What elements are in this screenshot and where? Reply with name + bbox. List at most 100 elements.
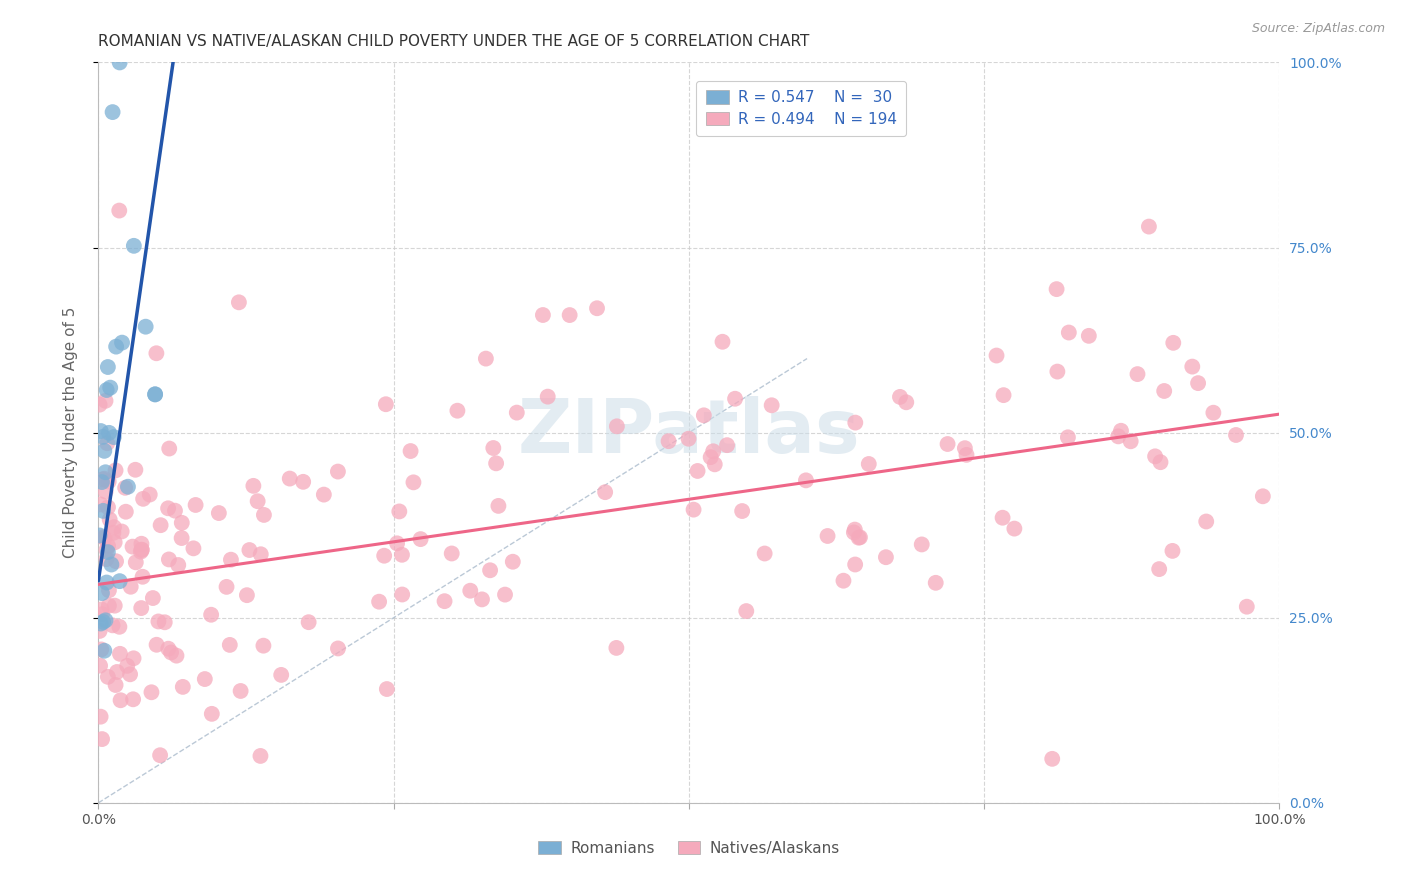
Point <box>96 436 118 450</box>
Point <box>716 438 738 452</box>
Point <box>108 55 131 70</box>
Point <box>605 640 627 655</box>
Point <box>145 638 167 652</box>
Point <box>145 346 167 360</box>
Point <box>114 481 136 495</box>
Point <box>105 665 128 679</box>
Point <box>373 549 395 563</box>
Point <box>108 647 131 661</box>
Point <box>90 424 112 438</box>
Point <box>194 672 217 686</box>
Text: Source: ZipAtlas.com: Source: ZipAtlas.com <box>1251 22 1385 36</box>
Point <box>97 475 120 489</box>
Point <box>1144 450 1167 464</box>
Point <box>502 555 524 569</box>
Point <box>693 409 716 423</box>
Point <box>157 442 180 456</box>
Point <box>131 542 153 557</box>
Point <box>844 558 866 572</box>
Point <box>252 639 274 653</box>
Point <box>374 397 396 411</box>
Point <box>111 524 134 539</box>
Point <box>1002 522 1025 536</box>
Point <box>91 615 114 629</box>
Point <box>108 574 131 589</box>
Point <box>1057 326 1080 340</box>
Legend: Romanians, Natives/Alaskans: Romanians, Natives/Alaskans <box>531 835 846 862</box>
Point <box>658 434 681 449</box>
Text: ROMANIAN VS NATIVE/ALASKAN CHILD POVERTY UNDER THE AGE OF 5 CORRELATION CHART: ROMANIAN VS NATIVE/ALASKAN CHILD POVERTY… <box>98 34 810 49</box>
Point <box>149 748 172 763</box>
Point <box>90 602 112 616</box>
Point <box>686 464 709 478</box>
Point <box>103 520 125 534</box>
Point <box>1251 489 1274 503</box>
Point <box>94 393 117 408</box>
Point <box>479 563 502 577</box>
Point <box>993 388 1015 402</box>
Point <box>90 642 112 657</box>
Point <box>125 555 148 569</box>
Point <box>278 472 301 486</box>
Point <box>485 456 508 470</box>
Point <box>702 444 724 458</box>
Point <box>201 706 224 721</box>
Point <box>105 554 128 568</box>
Point <box>986 349 1008 363</box>
Point <box>458 583 481 598</box>
Point <box>200 607 222 622</box>
Point <box>97 539 120 553</box>
Point <box>104 463 127 477</box>
Point <box>97 583 120 598</box>
Point <box>131 570 153 584</box>
Point <box>482 441 505 455</box>
Point <box>711 334 734 349</box>
Point <box>101 618 124 632</box>
Point <box>703 458 725 472</box>
Point <box>103 525 125 540</box>
Point <box>953 441 976 455</box>
Point <box>148 615 170 629</box>
Point <box>368 595 391 609</box>
Point <box>98 425 121 440</box>
Point <box>1236 599 1258 614</box>
Point <box>1181 359 1204 374</box>
Point <box>409 532 432 546</box>
Point <box>93 443 115 458</box>
Point <box>925 575 948 590</box>
Point <box>844 523 866 537</box>
Point <box>228 295 250 310</box>
Point <box>218 638 240 652</box>
Point <box>91 475 114 489</box>
Point <box>593 485 616 500</box>
Point <box>157 501 180 516</box>
Point <box>103 430 125 444</box>
Point <box>89 528 111 542</box>
Point <box>682 502 704 516</box>
Point <box>253 508 276 522</box>
Point <box>388 504 411 518</box>
Point <box>440 546 463 560</box>
Point <box>298 615 321 630</box>
Point <box>94 613 117 627</box>
Point <box>402 475 425 490</box>
Point <box>215 580 238 594</box>
Point <box>242 479 264 493</box>
Point <box>471 592 494 607</box>
Point <box>433 594 456 608</box>
Point <box>91 607 114 622</box>
Point <box>1045 282 1067 296</box>
Point <box>90 709 112 723</box>
Point <box>97 359 120 374</box>
Point <box>1149 455 1171 469</box>
Point <box>110 693 132 707</box>
Point <box>120 580 142 594</box>
Point <box>89 398 111 412</box>
Point <box>157 641 180 656</box>
Point <box>141 685 163 699</box>
Point <box>93 644 115 658</box>
Point <box>1040 752 1063 766</box>
Point <box>108 620 131 634</box>
Point <box>108 203 131 218</box>
Point <box>135 319 157 334</box>
